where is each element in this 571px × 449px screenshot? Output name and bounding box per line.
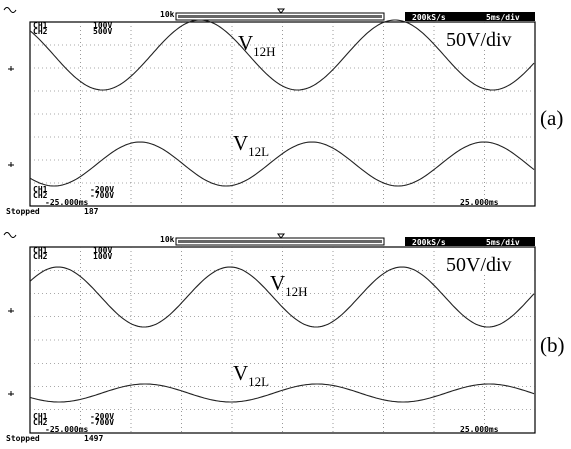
channel-scale: 500V (93, 27, 112, 36)
count: 187 (84, 207, 99, 216)
trace-label: V12L (233, 361, 269, 389)
channel-marker (8, 391, 14, 396)
trace-subscript: 12H (253, 44, 275, 59)
status: Stopped (6, 434, 40, 443)
figure: 10k200kS/s5ms/divCH1100VCH2500VCH1-200VC… (0, 0, 571, 449)
trace-subscript: 12L (248, 144, 269, 159)
channel-name: CH2 (33, 27, 48, 36)
sample-rate: 200kS/s (412, 13, 446, 22)
trigger-marker (278, 234, 284, 238)
channel-name: CH2 (33, 252, 48, 261)
time-per-div: 5ms/div (486, 12, 520, 22)
page: 10k200kS/s5ms/divCH1100VCH2500VCH1-200VC… (0, 0, 571, 449)
scope-icon (4, 8, 16, 13)
waveform (30, 142, 534, 186)
trace-symbol: V (233, 131, 248, 155)
channel-marker (8, 308, 14, 313)
record-bar-fill (178, 240, 382, 243)
channel-offset: -700V (90, 418, 114, 427)
time-right: 25.000ms (460, 425, 499, 434)
trigger-marker (278, 9, 284, 13)
volts-per-div: 50V/div (446, 254, 512, 276)
channel-scale: 100V (93, 252, 112, 261)
scope-icon (4, 233, 16, 238)
trace-subscript: 12H (285, 284, 307, 299)
channel-offset: -700V (90, 191, 114, 200)
time-per-div: 5ms/div (486, 237, 520, 247)
trace-symbol: V (270, 271, 285, 295)
volts-per-div: 50V/div (446, 29, 512, 51)
time-right: 25.000ms (460, 198, 499, 207)
trace-subscript: 12L (248, 374, 269, 389)
channel-marker (8, 162, 14, 167)
trace-symbol: V (238, 31, 253, 55)
count: 1497 (84, 434, 103, 443)
zoom-label: 10k (160, 10, 175, 19)
panel-label: (a) (540, 106, 563, 130)
time-left: -25.000ms (45, 425, 89, 434)
time-left: -25.000ms (45, 198, 89, 207)
trace-label: V12H (270, 271, 308, 299)
trace-symbol: V (233, 361, 248, 385)
trace-label: V12H (238, 31, 276, 59)
status: Stopped (6, 207, 40, 216)
panel-label: (b) (540, 333, 565, 357)
channel-marker (8, 66, 14, 71)
zoom-label: 10k (160, 235, 175, 244)
sample-rate: 200kS/s (412, 238, 446, 247)
record-bar-fill (178, 15, 382, 18)
trace-label: V12L (233, 131, 269, 159)
